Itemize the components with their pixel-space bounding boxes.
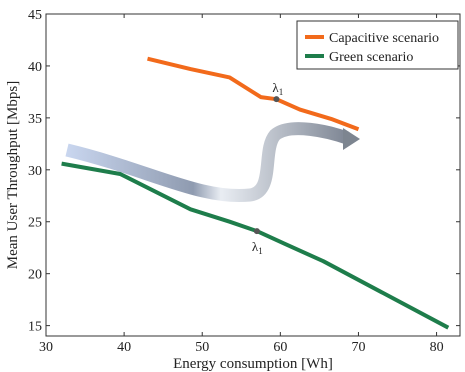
x-tick-label-40: 40 [117,340,131,355]
y-axis-label: Mean User Throughput [Mbps] [5,81,21,269]
ticks [45,13,460,336]
annotation-label-1: λ1 [252,239,263,256]
x-tick-label-60: 60 [273,340,287,355]
y-tick-label-20: 20 [28,268,42,283]
x-tick-label-70: 70 [351,340,365,355]
x-tick-label-30: 30 [39,340,53,355]
y-tick-label-15: 15 [28,320,42,335]
annotation-markers [253,96,280,235]
y-tick-label-25: 25 [28,216,42,231]
x-tick-label-80: 80 [430,340,444,355]
transition-arrow [65,122,360,203]
annotation-label-0: λ1 [272,80,283,97]
series-line-0 [147,56,360,132]
annotation-marker-1 [253,228,260,235]
tick-labels: 30 40 50 60 70 80 15 20 25 30 35 40 45 [28,8,444,355]
y-tick-label-40: 40 [28,60,42,75]
y-tick-label-45: 45 [28,8,42,23]
y-tick-label-35: 35 [28,112,42,127]
annotations: λ1 λ1 [252,80,283,256]
x-axis-label: Energy consumption [Wh] [173,356,333,372]
legend-label-capacitive: Capacitive scenario [329,31,439,46]
x-tick-label-50: 50 [195,340,209,355]
annotation-marker-0 [273,96,280,103]
legend-label-green: Green scenario [329,50,413,65]
plot-frame [45,13,461,337]
y-tick-label-30: 30 [28,164,42,179]
legend-box [296,20,459,70]
legend: Capacitive scenario Green scenario [296,20,459,70]
